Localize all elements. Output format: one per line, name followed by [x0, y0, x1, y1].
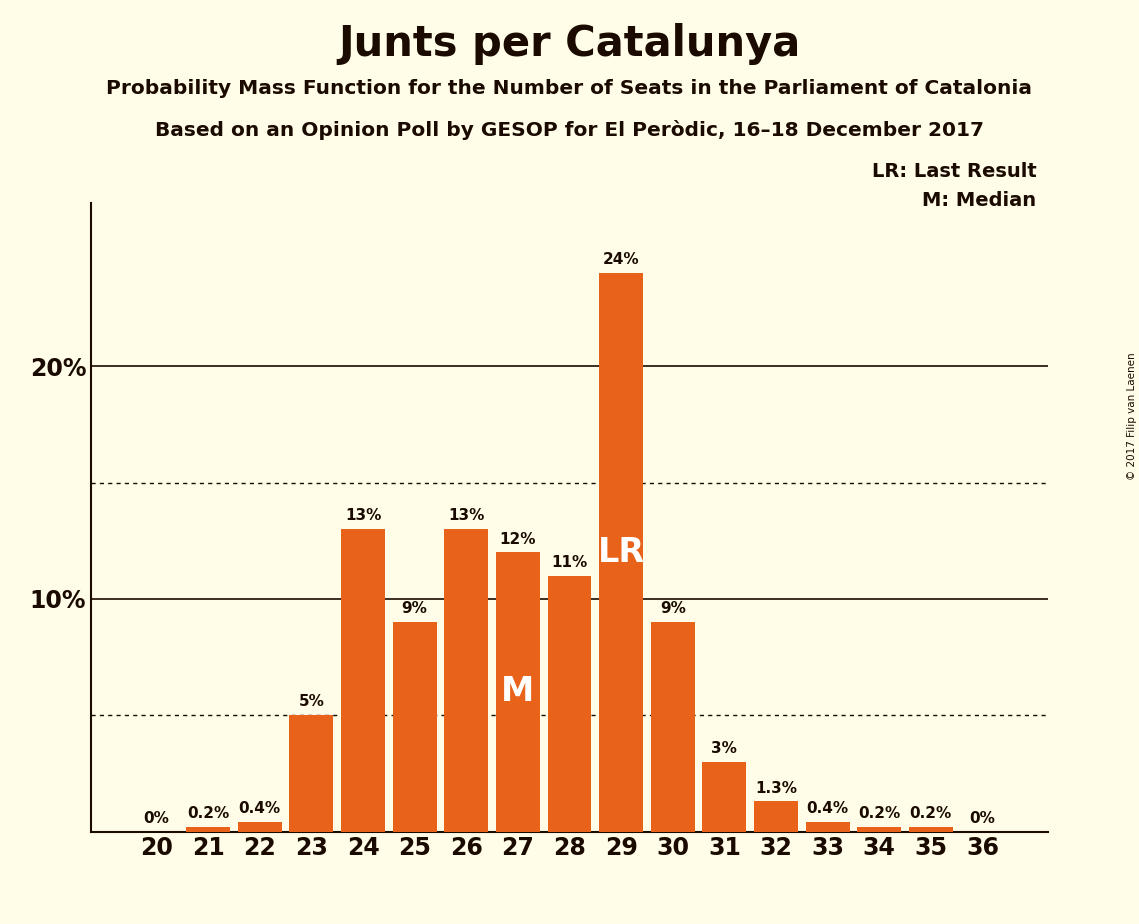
Text: 5%: 5%: [298, 695, 325, 710]
Bar: [393, 622, 436, 832]
Bar: [444, 529, 489, 832]
Text: 0.2%: 0.2%: [187, 806, 229, 821]
Text: 0.4%: 0.4%: [239, 801, 281, 817]
Text: 0.2%: 0.2%: [858, 806, 900, 821]
Text: 9%: 9%: [402, 602, 427, 616]
Bar: [805, 822, 850, 832]
Bar: [599, 274, 644, 832]
Bar: [187, 827, 230, 832]
Text: 0.4%: 0.4%: [806, 801, 849, 817]
Bar: [754, 801, 798, 832]
Bar: [703, 761, 746, 832]
Bar: [238, 822, 281, 832]
Text: 0%: 0%: [969, 810, 995, 826]
Text: 0.2%: 0.2%: [910, 806, 952, 821]
Bar: [341, 529, 385, 832]
Text: 3%: 3%: [712, 741, 737, 756]
Text: LR: Last Result: LR: Last Result: [871, 162, 1036, 181]
Text: 13%: 13%: [448, 508, 484, 523]
Text: Junts per Catalunya: Junts per Catalunya: [338, 23, 801, 65]
Bar: [858, 827, 901, 832]
Bar: [495, 553, 540, 832]
Text: M: Median: M: Median: [923, 191, 1036, 211]
Text: Based on an Opinion Poll by GESOP for El Peròdic, 16–18 December 2017: Based on an Opinion Poll by GESOP for El…: [155, 120, 984, 140]
Text: M: M: [501, 675, 534, 709]
Text: 24%: 24%: [603, 252, 639, 267]
Bar: [909, 827, 952, 832]
Text: 9%: 9%: [659, 602, 686, 616]
Bar: [289, 715, 334, 832]
Text: 11%: 11%: [551, 554, 588, 570]
Text: 0%: 0%: [144, 810, 170, 826]
Text: 13%: 13%: [345, 508, 382, 523]
Bar: [548, 576, 591, 832]
Text: © 2017 Filip van Laenen: © 2017 Filip van Laenen: [1126, 352, 1137, 480]
Text: 12%: 12%: [500, 531, 536, 546]
Text: 1.3%: 1.3%: [755, 781, 797, 796]
Text: Probability Mass Function for the Number of Seats in the Parliament of Catalonia: Probability Mass Function for the Number…: [107, 79, 1032, 98]
Bar: [650, 622, 695, 832]
Text: LR: LR: [598, 536, 645, 569]
